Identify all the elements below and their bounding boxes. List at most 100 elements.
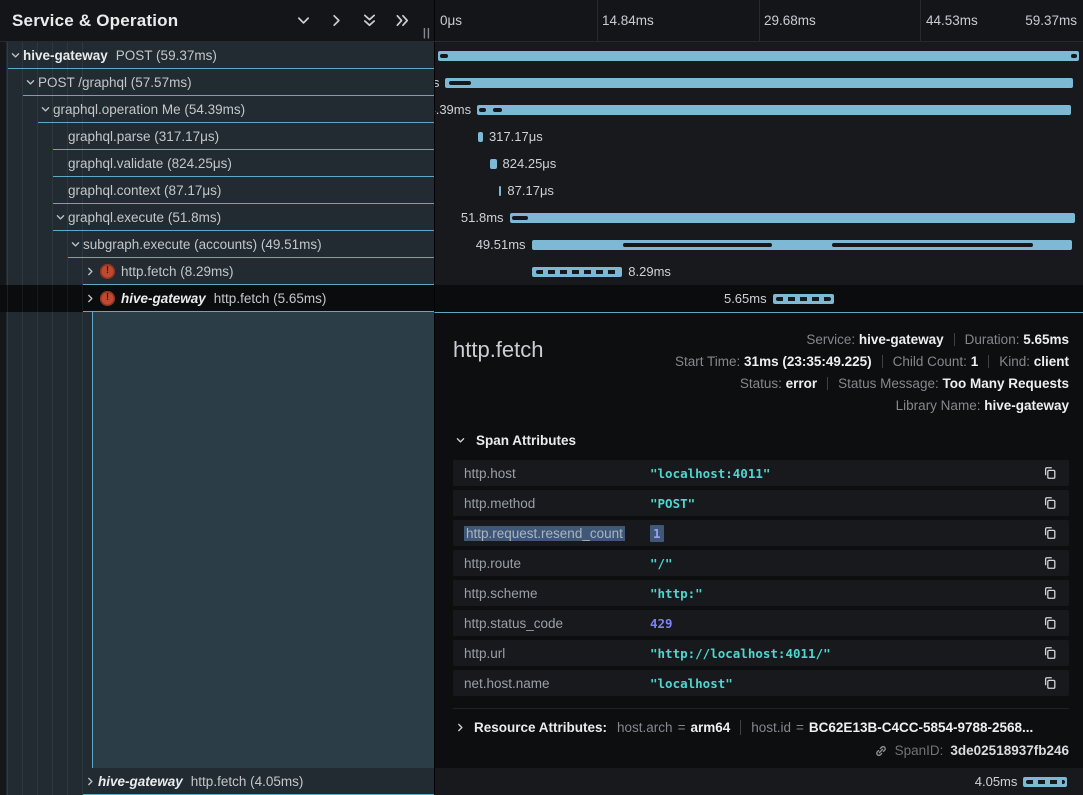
bar-dash-pattern [776,297,831,301]
span-bar[interactable] [510,213,1075,223]
span-timeline-cell[interactable]: 87.17μs [434,177,1083,204]
meta-label: Status Message: [838,376,942,391]
span-tree-cell[interactable]: graphql.context (87.17μs) [0,177,434,204]
bar-duration-label: 49.51ms [476,231,526,258]
attribute-key-text: net.host.name [464,676,550,691]
row-indent [0,204,53,231]
chevron-right-icon[interactable] [83,293,98,304]
span-timeline-cell[interactable]: 4.05ms [434,768,1083,795]
span-bar[interactable] [499,186,501,196]
row-content: graphql.parse (317.17μs) [53,123,434,150]
span-tree-cell[interactable]: graphql.operation Me (54.39ms) [0,96,434,123]
span-row[interactable]: POST /graphql (57.57ms)57.57ms [0,69,1083,96]
span-timeline-cell[interactable]: 54.39ms [434,96,1083,123]
double-chevron-down-icon[interactable] [361,13,377,29]
span-timeline-cell[interactable]: 8.29ms [434,258,1083,285]
span-row[interactable]: graphql.parse (317.17μs) 317.17μs [0,123,1083,150]
span-attributes-label: Span Attributes [476,433,576,448]
meta-line: Status: errorStatus Message: Too Many Re… [675,373,1069,395]
bar-duration-label: 824.25μs [503,150,557,177]
span-tree-cell[interactable]: graphql.validate (824.25μs) [0,150,434,177]
copy-icon[interactable] [1042,555,1058,571]
attribute-row: http.scheme"http:" [453,580,1069,606]
span-bar[interactable] [445,78,1073,88]
chevron-down-icon[interactable] [68,239,83,250]
copy-icon[interactable] [1042,615,1058,631]
bar-duration-label: 317.17μs [489,123,543,150]
span-tree-cell[interactable]: hive-gatewayhttp.fetch (4.05ms) [0,768,434,795]
span-bar[interactable] [477,105,1071,115]
row-indent [0,177,53,204]
error-icon [100,264,115,279]
pane-resize-handle[interactable]: || [423,27,431,39]
attribute-row: net.host.name"localhost" [453,670,1069,696]
resource-key: host.arch [617,720,673,735]
meta-label: Status: [740,376,786,391]
double-chevron-right-icon[interactable] [394,13,410,29]
chevron-down-icon[interactable] [8,50,23,61]
span-row[interactable]: hive-gatewayhttp.fetch (5.65ms)5.65ms [0,285,1083,312]
span-bar[interactable] [532,267,623,277]
span-row[interactable]: graphql.operation Me (54.39ms) 54.39ms [0,96,1083,123]
chevron-down-icon[interactable] [53,212,68,223]
bar-duration-label: 57.57ms [434,69,439,96]
span-row[interactable]: http.fetch (8.29ms)8.29ms [0,258,1083,285]
span-tree-cell[interactable]: graphql.parse (317.17μs) [0,123,434,150]
span-detail-row: http.fetch Service: hive-gatewayDuration… [0,312,1083,768]
span-timeline-cell[interactable]: 59.37ms [434,42,1083,69]
span-label: graphql.validate (824.25μs) [68,156,232,171]
span-row[interactable]: graphql.execute (51.8ms)51.8ms [0,204,1083,231]
bar-dash-pattern [536,270,618,274]
row-content: http.fetch (8.29ms) [83,258,434,285]
span-timeline-cell[interactable]: 49.51ms [434,231,1083,258]
resource-attributes-row[interactable]: Resource Attributes: host.arch=arm64host… [453,708,1069,735]
span-row[interactable]: hive-gatewayPOST (59.37ms)59.37ms [0,42,1083,69]
span-row[interactable]: graphql.validate (824.25μs) 824.25μs [0,150,1083,177]
span-bar[interactable] [490,159,496,169]
span-bar[interactable] [1023,777,1067,787]
span-id-label: SpanID: [895,743,944,758]
span-timeline-cell[interactable]: 57.57ms [434,69,1083,96]
span-timeline-cell[interactable]: 51.8ms [434,204,1083,231]
span-bar[interactable] [478,132,483,142]
chevron-down-icon[interactable] [23,77,38,88]
span-timeline-cell[interactable]: 824.25μs [434,150,1083,177]
span-bar[interactable] [438,51,1079,61]
meta-label: Duration: [965,332,1024,347]
span-timeline-cell[interactable]: 317.17μs [434,123,1083,150]
span-tree-cell[interactable]: hive-gatewayPOST (59.37ms) [0,42,434,69]
copy-icon[interactable] [1042,465,1058,481]
span-timeline-cell[interactable]: 5.65ms [434,285,1083,312]
row-content: graphql.operation Me (54.39ms) [38,96,434,123]
bar-child-segment [449,81,471,85]
chevron-down-icon[interactable] [295,13,311,29]
row-content: graphql.context (87.17μs) [53,177,434,204]
chevron-right-icon[interactable] [328,13,344,29]
chevron-right-icon [453,722,468,733]
span-tree-cell[interactable]: subgraph.execute (accounts) (49.51ms) [0,231,434,258]
span-label: graphql.operation Me (54.39ms) [53,102,245,117]
chevron-right-icon[interactable] [83,266,98,277]
span-meta: Service: hive-gatewayDuration: 5.65msSta… [675,329,1069,417]
chevron-right-icon[interactable] [83,776,98,787]
attribute-row: http.route"/" [453,550,1069,576]
copy-icon[interactable] [1042,675,1058,691]
span-tree-cell[interactable]: POST /graphql (57.57ms) [0,69,434,96]
copy-icon[interactable] [1042,645,1058,661]
chevron-down-icon[interactable] [38,104,53,115]
copy-icon[interactable] [1042,525,1058,541]
span-tree-cell[interactable]: hive-gatewayhttp.fetch (5.65ms) [0,285,434,312]
span-row[interactable]: hive-gatewayhttp.fetch (4.05ms)4.05ms [0,768,1083,795]
copy-icon[interactable] [1042,585,1058,601]
span-row[interactable]: subgraph.execute (accounts) (49.51ms) 49.… [0,231,1083,258]
span-tree-cell[interactable]: http.fetch (8.29ms) [0,258,434,285]
span-attributes-header[interactable]: Span Attributes [453,433,1069,448]
span-row[interactable]: graphql.context (87.17μs)87.17μs [0,177,1083,204]
span-tree-cell[interactable]: graphql.execute (51.8ms) [0,204,434,231]
meta-label: Service: [806,332,859,347]
attribute-key-text: http.status_code [464,616,563,631]
bar-child-segment [832,243,1033,247]
span-bar[interactable] [773,294,835,304]
copy-icon[interactable] [1042,495,1058,511]
row-indent [0,96,38,123]
